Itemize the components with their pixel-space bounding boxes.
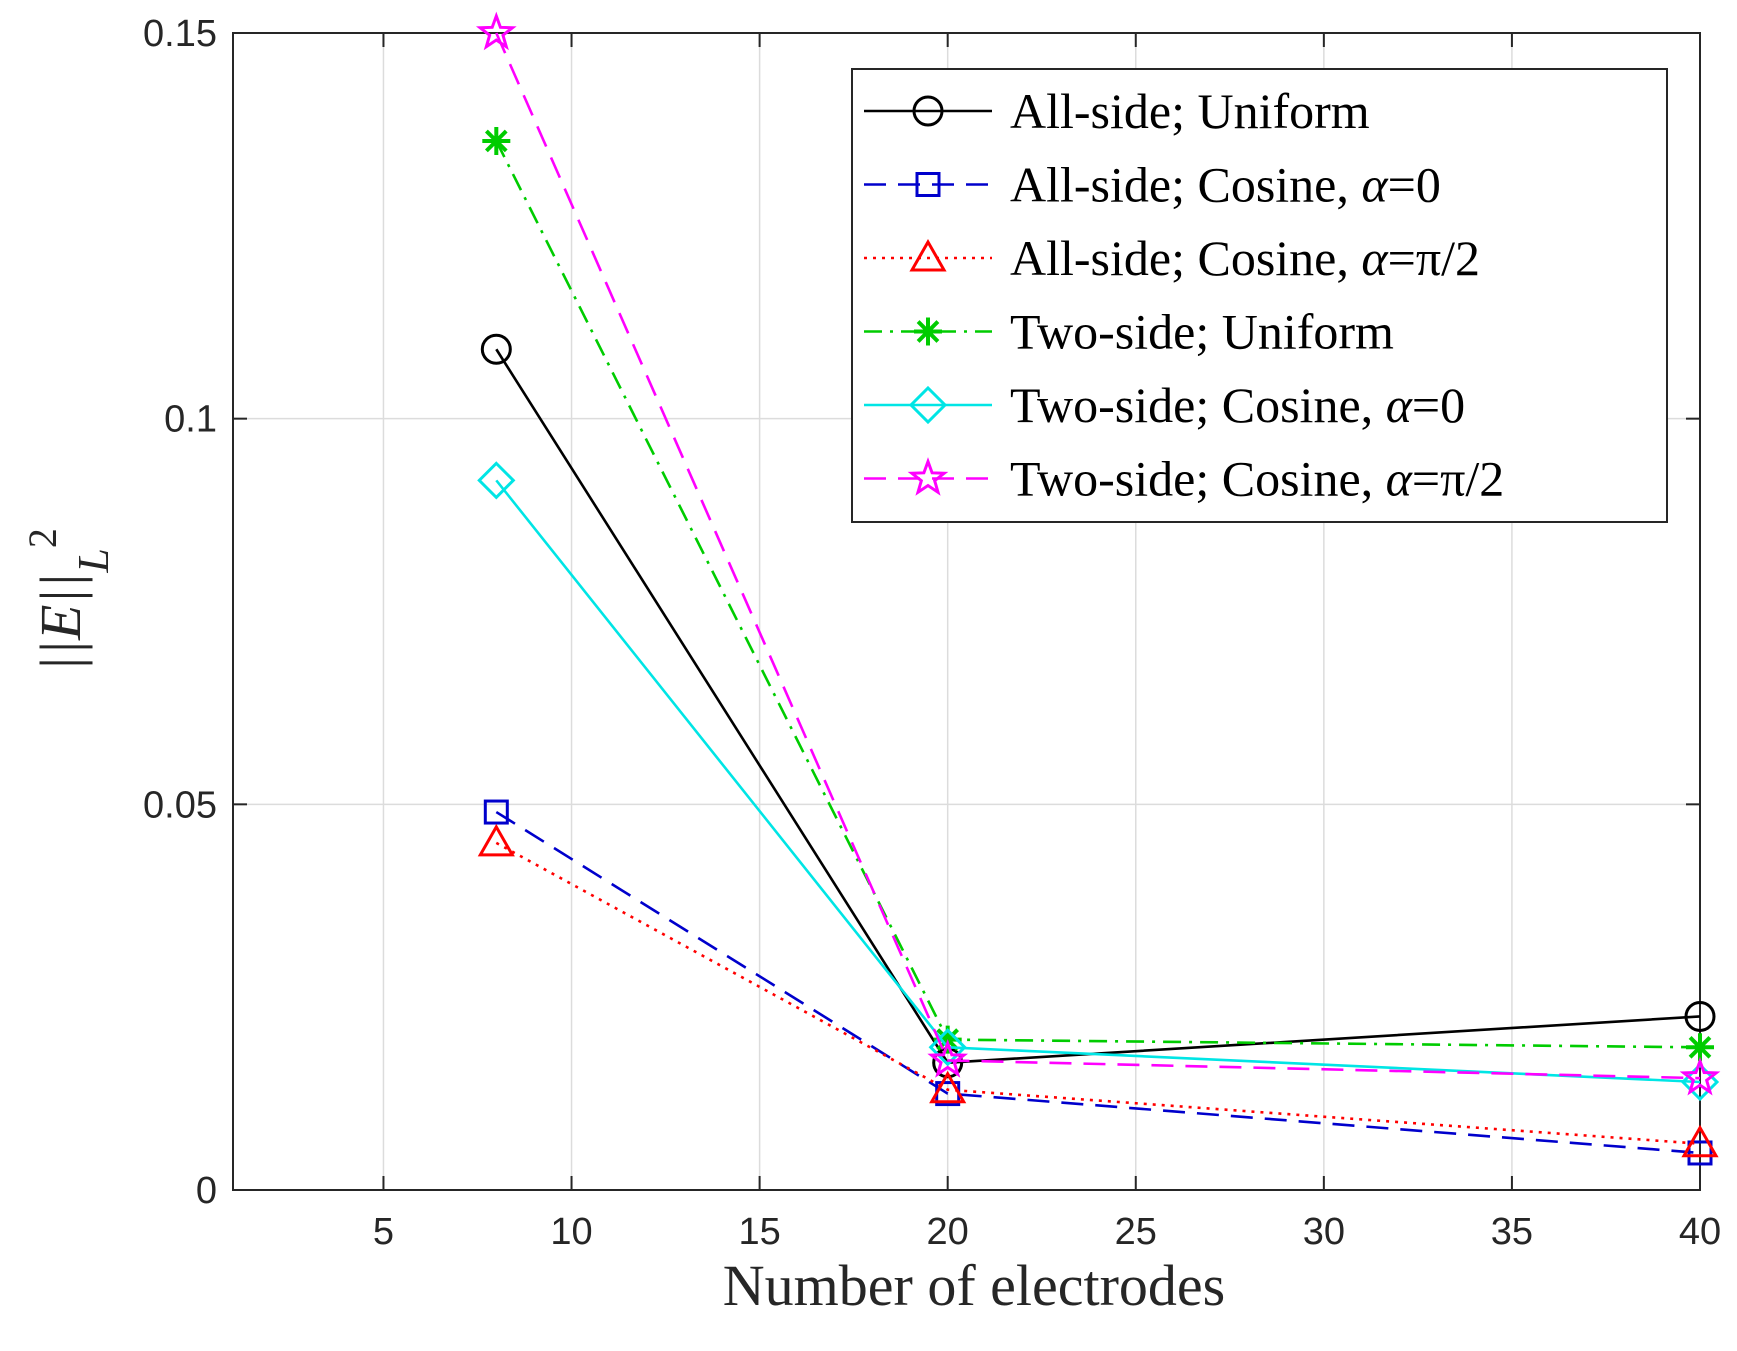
x-tick-label-0: 5 (373, 1211, 394, 1253)
legend-item-3: Two-side; Uniform (864, 304, 1394, 360)
legend-label-2: All-side; Cosine, α=π/2 (1010, 230, 1480, 286)
legend-box (851, 68, 1668, 523)
y-axis-superscript: 2 (20, 528, 65, 548)
legend-marker-1 (915, 172, 941, 197)
series-line-2 (495, 841, 1701, 1146)
x-tick-label-3: 20 (927, 1211, 969, 1253)
series-5-point-1 (927, 1039, 969, 1078)
y-axis-title: ||E||L2 (20, 528, 118, 672)
legend-label-4: Two-side; Cosine, α=0 (1010, 377, 1465, 433)
y-tick-label-0: 0 (196, 1170, 217, 1212)
series-1 (483, 799, 1713, 1166)
series-line-5 (495, 32, 1701, 1080)
series-line-1 (495, 810, 1701, 1155)
legend-marker-0 (912, 95, 944, 127)
legend-label-5: Two-side; Cosine, α=π/2 (1010, 451, 1504, 507)
x-tick-label-7: 40 (1679, 1211, 1721, 1253)
series-3-point-0 (482, 126, 511, 155)
x-tick-label-4: 25 (1115, 1211, 1157, 1253)
legend-item-4: Two-side; Cosine, α=0 (864, 377, 1465, 433)
legend-marker-4 (908, 385, 948, 425)
series-5-point-2 (1679, 1056, 1721, 1096)
legend-label-0: All-side; Uniform (1010, 83, 1370, 139)
legend-item-2: All-side; Cosine, α=π/2 (864, 230, 1480, 286)
x-tick-label-1: 10 (550, 1211, 592, 1253)
x-axis-title: Number of electrodes (723, 1253, 1225, 1318)
y-axis-norm: ||E|| (28, 573, 93, 672)
y-tick-label-3: 0.15 (143, 13, 217, 55)
series-line-4 (495, 479, 1701, 1084)
axes: 5 10 15 20 25 30 35 40 0 0.05 0.1 0.15 (143, 13, 1721, 1253)
legend-marker-2 (909, 238, 947, 272)
series-2-point-0 (477, 823, 515, 857)
series-1-point-0 (483, 799, 509, 825)
x-tick-label-6: 35 (1491, 1211, 1533, 1253)
legend-marker-5 (907, 457, 949, 496)
series-0-point-0 (480, 333, 512, 365)
axis-labels: Number of electrodes ||E||L2 (20, 528, 1225, 1318)
legend-item-1: All-side; Cosine, α=0 (864, 157, 1441, 213)
legend-item-5: Two-side; Cosine, α=π/2 (864, 451, 1504, 507)
x-tick-label-2: 15 (738, 1211, 780, 1253)
x-tick-label-5: 30 (1303, 1211, 1345, 1253)
series-2 (477, 823, 1719, 1158)
series-group (475, 11, 1721, 1166)
legend: All-side; Uniform All-side; Cosine, α=0 Al… (851, 68, 1668, 523)
legend-marker-3 (914, 317, 942, 346)
series-4-point-1 (928, 1028, 967, 1067)
series-5 (475, 11, 1721, 1096)
series-4-point-0 (477, 461, 516, 500)
y-axis-subscript: L (69, 548, 118, 573)
y-tick-label-2: 0.1 (164, 399, 217, 441)
series-0-point-2 (1684, 1000, 1716, 1032)
series-1-point-2 (1687, 1140, 1713, 1166)
series-2-point-2 (1681, 1124, 1719, 1158)
series-5-point-0 (475, 11, 517, 51)
legend-label-1: All-side; Cosine, α=0 (1010, 157, 1441, 213)
legend-item-0: All-side; Uniform (864, 83, 1370, 139)
series-3-point-2 (1686, 1033, 1714, 1062)
series-4 (477, 461, 1720, 1102)
y-tick-label-1: 0.05 (143, 784, 217, 826)
plot-frame (232, 32, 1701, 1191)
legend-label-3: Two-side; Uniform (1010, 304, 1394, 360)
series-2-point-1 (929, 1070, 967, 1104)
